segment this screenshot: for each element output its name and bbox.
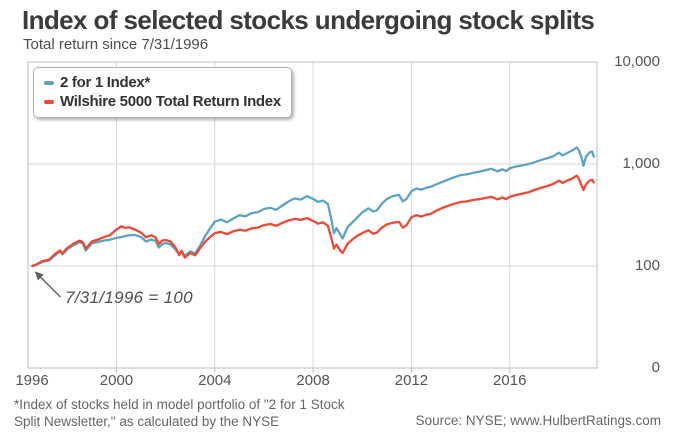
footnote-line-1: *Index of stocks held in model portfolio… (14, 397, 345, 412)
blue-line-swatch-icon (44, 80, 54, 85)
line-series-1 (31, 174, 595, 268)
x-axis-tick-2008: 2008 (296, 372, 330, 389)
data-series (31, 146, 595, 268)
line-series-0 (31, 146, 595, 268)
annotation-arrow (34, 271, 61, 298)
footnote-line-2: Split Newsletter," as calculated by the … (14, 414, 280, 429)
y-axis-tick-10000: 10,000 (614, 53, 660, 70)
footnote: *Index of stocks held in model portfolio… (14, 396, 344, 430)
red-line-swatch-icon (44, 99, 54, 104)
x-axis-tick-2012: 2012 (394, 372, 429, 389)
base-value-annotation: 7/31/1996 = 100 (65, 288, 193, 307)
y-axis-tick-1000: 1,000 (622, 155, 660, 172)
legend-item-wilshire: Wilshire 5000 Total Return Index (44, 92, 281, 111)
x-axis-tick-2000: 2000 (99, 372, 134, 389)
x-axis-tick-2004: 2004 (198, 372, 232, 389)
gridlines (28, 62, 597, 373)
legend-label-wilshire: Wilshire 5000 Total Return Index (60, 93, 281, 110)
plot-border (27, 61, 598, 369)
y-axis-tick-100: 100 (634, 257, 660, 274)
source-credit: Source: NYSE; www.HulbertRatings.com (415, 413, 661, 428)
chart-title: Index of selected stocks undergoing stoc… (22, 5, 595, 35)
legend-label-2for1: 2 for 1 Index* (60, 74, 150, 91)
x-axis-tick-2016: 2016 (493, 372, 527, 389)
x-axis-tick-1996: 1996 (15, 372, 49, 389)
legend-item-2for1: 2 for 1 Index* (44, 73, 281, 92)
chart-legend: 2 for 1 Index* Wilshire 5000 Total Retur… (33, 67, 292, 118)
y-axis-tick-0: 0 (651, 359, 660, 376)
chart-subtitle: Total return since 7/31/1996 (23, 36, 209, 53)
